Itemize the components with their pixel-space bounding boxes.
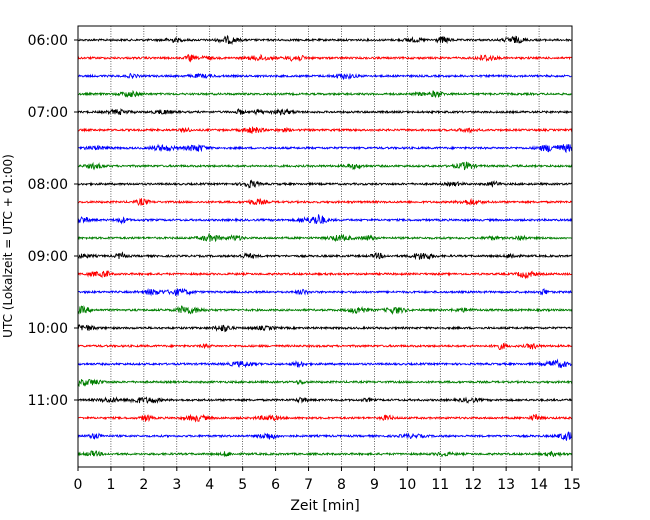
- plot-frame: [77, 25, 573, 468]
- trace-line: [77, 89, 573, 99]
- trace-line: [77, 53, 573, 63]
- y-tick-label: 11:00: [28, 393, 68, 409]
- trace-line: [77, 34, 573, 46]
- trace-line: [77, 126, 573, 134]
- x-tick-label: 7: [304, 477, 313, 493]
- trace-line: [77, 396, 573, 404]
- y-tick-label: 08:00: [28, 177, 68, 193]
- x-tick-label: 14: [530, 477, 548, 493]
- x-axis-label: Zeit [min]: [290, 498, 359, 514]
- y-tick-label: 06:00: [28, 33, 68, 49]
- trace-line: [77, 431, 573, 441]
- x-tick-label: 9: [370, 477, 379, 493]
- trace-line: [77, 450, 573, 458]
- x-tick-label: 4: [205, 477, 214, 493]
- y-axis-label: UTC (Lokalzeit = UTC + 01:00): [1, 154, 15, 338]
- y-tick-label: 07:00: [28, 105, 68, 121]
- seismic-traces: [77, 34, 573, 458]
- trace-line: [77, 232, 573, 243]
- x-tick-label: 10: [398, 477, 416, 493]
- x-tick-label: 3: [172, 477, 181, 493]
- trace-line: [77, 72, 573, 81]
- x-tick-label: 15: [563, 477, 581, 493]
- trace-line: [77, 197, 573, 206]
- y-axis-ticks: 06:00 07:00 08:00 09:00 10:00 11:00: [28, 33, 78, 409]
- trace-line: [77, 107, 573, 116]
- y-tick-label: 10:00: [28, 321, 68, 337]
- trace-line: [77, 324, 573, 333]
- trace-line: [77, 270, 573, 280]
- x-tick-label: 1: [106, 477, 115, 493]
- trace-line: [77, 143, 573, 154]
- x-tick-label: 12: [464, 477, 482, 493]
- trace-line: [77, 413, 573, 423]
- trace-line: [77, 304, 573, 316]
- x-axis-ticks: 0 1 2 3 4 5 6 7 8 9 10 11 12 13 14 15: [74, 467, 581, 493]
- trace-line: [77, 161, 573, 171]
- trace-line: [77, 179, 573, 189]
- plot-background: [78, 26, 572, 467]
- trace-line: [77, 214, 573, 225]
- x-tick-label: 11: [431, 477, 449, 493]
- trace-line: [77, 287, 573, 297]
- x-tick-label: 6: [271, 477, 280, 493]
- trace-line: [77, 251, 573, 261]
- y-tick-label: 09:00: [28, 249, 68, 265]
- trace-line: [77, 358, 573, 369]
- x-tick-label: 0: [74, 477, 83, 493]
- x-tick-label: 13: [497, 477, 515, 493]
- trace-line: [77, 378, 573, 387]
- x-tick-label: 8: [337, 477, 346, 493]
- x-tick-label: 2: [139, 477, 148, 493]
- grid-lines: [110, 26, 540, 467]
- trace-line: [77, 342, 573, 351]
- x-tick-label: 5: [238, 477, 247, 493]
